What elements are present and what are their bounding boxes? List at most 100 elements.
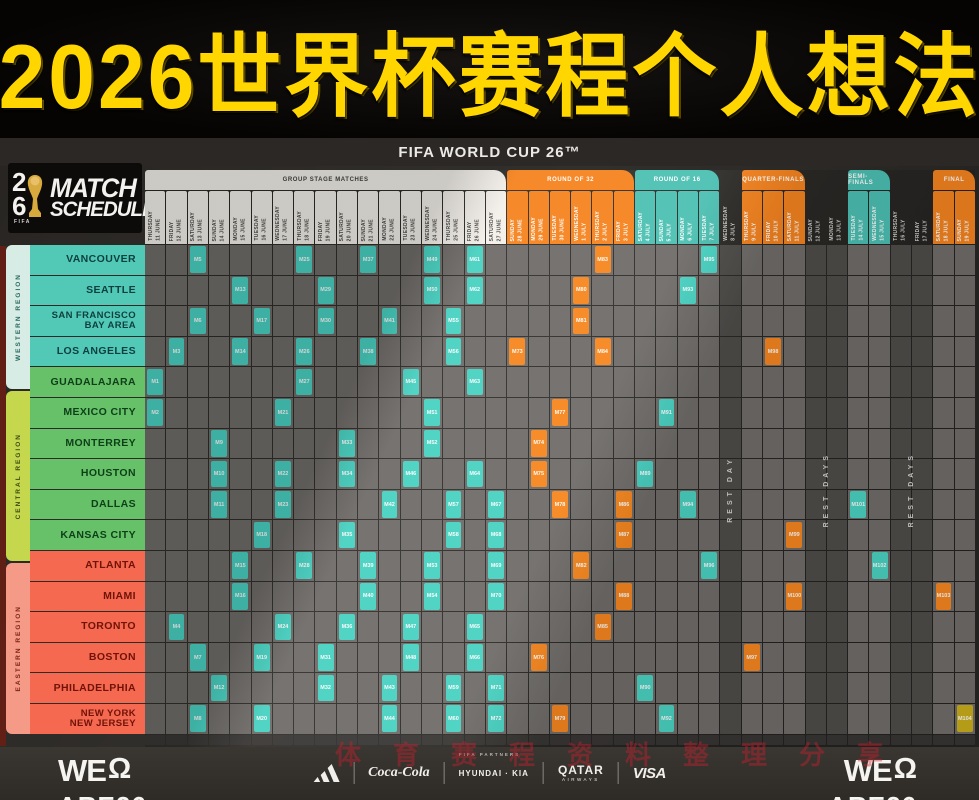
date-tab: WEDNESDAY 17 JUNE xyxy=(272,191,294,244)
grid-cell xyxy=(826,275,848,306)
grid-cell xyxy=(762,520,784,550)
footer-echo-cell xyxy=(549,734,571,745)
grid-cell xyxy=(826,397,848,428)
grid-cell xyxy=(379,459,400,489)
footer-echo-cell xyxy=(677,734,698,745)
grid-cell xyxy=(848,397,869,428)
grid-cell xyxy=(954,397,975,428)
date-tab: TUESDAY 7 JULY xyxy=(698,191,720,244)
grid-cell xyxy=(507,245,528,275)
grid-cell xyxy=(826,520,848,550)
match-cell: M61 xyxy=(466,246,483,274)
grid-cell xyxy=(443,397,464,428)
date-tab: SUNDAY 14 JUNE xyxy=(208,191,230,244)
match-cell: M36 xyxy=(339,613,355,641)
grid-cell xyxy=(912,642,933,673)
coca-cola-logo: Coca-Cola xyxy=(368,765,430,780)
grid-cell xyxy=(272,703,294,734)
grid-cell: M13 xyxy=(230,275,251,306)
grid-cell xyxy=(507,520,528,550)
grid-cell xyxy=(571,336,592,367)
grid-cell xyxy=(145,581,166,612)
grid-cell xyxy=(869,520,890,550)
grid-cell xyxy=(166,367,187,397)
grid-cell xyxy=(400,520,421,550)
city-name-line: MIAMI xyxy=(103,589,136,602)
grid-cell xyxy=(741,428,762,459)
grid-cell xyxy=(933,642,954,673)
grid-cell xyxy=(571,428,592,459)
grid-cell xyxy=(528,550,549,581)
grid-cell: M60 xyxy=(443,703,464,734)
fifa-partners-heading: FIFA PARTNERS xyxy=(458,752,521,757)
grid-cell xyxy=(890,245,912,275)
grid-cell xyxy=(826,367,848,397)
grid-cell xyxy=(848,642,869,673)
grid-cell xyxy=(166,459,187,489)
city-label-monterrey: MONTERREY xyxy=(30,428,145,459)
title-banner: 2026世界杯赛程个人想法 xyxy=(0,0,979,138)
grid-cell xyxy=(592,397,613,428)
grid-cell xyxy=(656,581,677,612)
match-cell: M9 xyxy=(211,430,227,457)
grid-cell xyxy=(741,520,762,550)
grid-cell xyxy=(528,275,549,306)
date-tab: SUNDAY 21 JUNE xyxy=(358,191,379,244)
grid-cell: M7 xyxy=(187,642,208,673)
grid-cell: M59 xyxy=(443,673,464,703)
grid-cell: M76 xyxy=(528,642,549,673)
grid-cell xyxy=(954,428,975,459)
grid-cell xyxy=(443,367,464,397)
grid-cell xyxy=(720,367,741,397)
grid-cell xyxy=(912,336,933,367)
grid-cell xyxy=(954,673,975,703)
fifa-label: FIFA xyxy=(14,219,31,225)
match-cell: M24 xyxy=(275,613,291,641)
grid-cell xyxy=(848,336,869,367)
date-label: SUNDAY 12 JULY xyxy=(808,218,822,241)
grid-cell xyxy=(272,245,294,275)
city-label-guadalajara: GUADALAJARA xyxy=(30,367,145,397)
grid-cell: M90 xyxy=(635,673,656,703)
match-cell: M101 xyxy=(850,491,867,518)
grid-cell xyxy=(635,245,656,275)
match-cell: M8 xyxy=(189,705,206,733)
grid-cell xyxy=(826,428,848,459)
grid-cell xyxy=(272,642,294,673)
match-cell: M64 xyxy=(466,460,483,488)
grid-cell xyxy=(400,306,421,336)
grid-cell xyxy=(635,367,656,397)
grid-cell xyxy=(294,306,315,336)
grid-cell xyxy=(613,612,635,642)
grid-cell: M40 xyxy=(358,581,379,612)
grid-cell xyxy=(762,459,784,489)
city-label-miami: MIAMI xyxy=(30,581,145,612)
date-label: SUNDAY 21 JUNE xyxy=(360,218,375,241)
grid-cell xyxy=(571,245,592,275)
grid-cell: M99 xyxy=(784,520,805,550)
divider xyxy=(542,762,544,784)
grid-cell: M32 xyxy=(315,673,336,703)
footer-echo-cell xyxy=(528,734,549,745)
grid-cell xyxy=(635,428,656,459)
grid-cell xyxy=(762,581,784,612)
grid-cell xyxy=(379,550,400,581)
grid-cell xyxy=(294,459,315,489)
grid-cell xyxy=(528,581,549,612)
grid-cell xyxy=(272,275,294,306)
grid-cell xyxy=(379,275,400,306)
grid-cell xyxy=(677,673,698,703)
grid-cell xyxy=(251,336,272,367)
date-tab: THURSDAY 2 JULY xyxy=(592,191,613,244)
grid-cell xyxy=(720,306,741,336)
date-tab: TUESDAY 23 JUNE xyxy=(400,191,421,244)
logo-digit-6: 6 xyxy=(12,191,27,221)
grid-cell: M43 xyxy=(379,673,400,703)
grid-cell xyxy=(443,275,464,306)
grid-cell xyxy=(230,703,251,734)
date-tab: FRIDAY 12 JUNE xyxy=(166,191,187,244)
grid-cell: M67 xyxy=(485,489,507,520)
match-cell: M10 xyxy=(211,460,227,488)
grid-cell xyxy=(656,367,677,397)
grid-cell xyxy=(805,703,826,734)
